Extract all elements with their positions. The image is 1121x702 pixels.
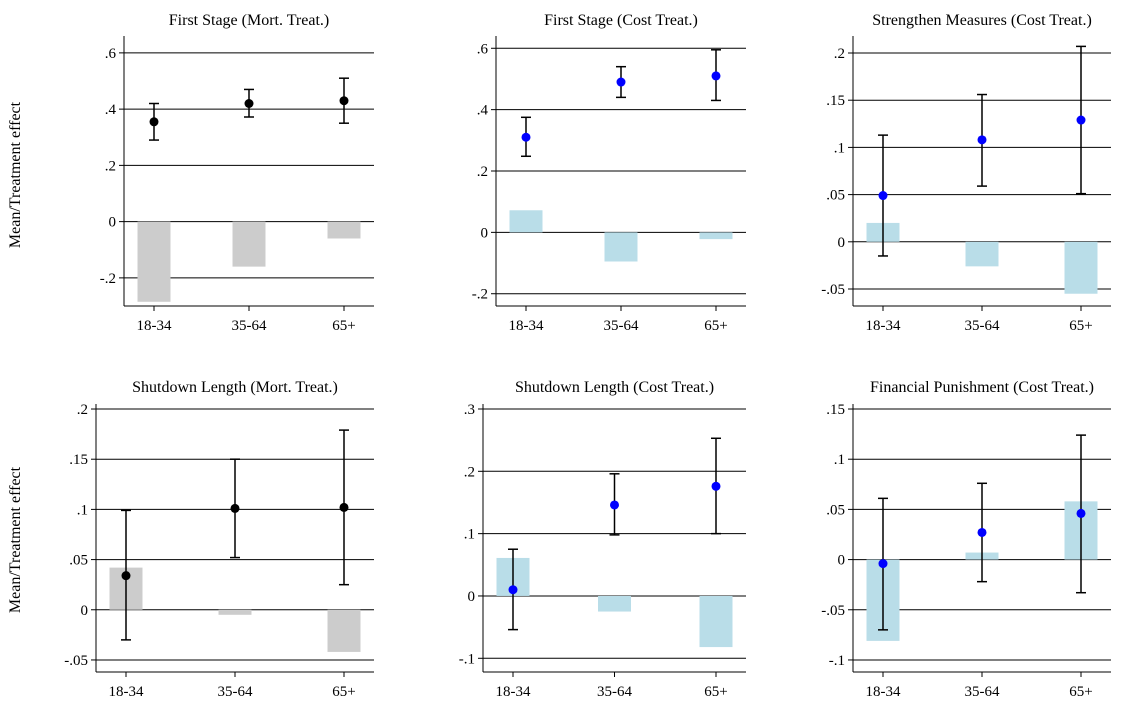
x-tick-label: 18-34 bbox=[866, 684, 901, 700]
y-tick-label: .6 bbox=[105, 46, 117, 62]
y-tick-label: -.1 bbox=[459, 651, 475, 667]
point-18-34 bbox=[521, 132, 531, 142]
y-tick-label: -.1 bbox=[829, 653, 845, 669]
panel-title: Shutdown Length (Cost Treat.) bbox=[515, 379, 714, 396]
x-tick-label: 65+ bbox=[704, 318, 727, 334]
panel-title: Strengthen Measures (Cost Treat.) bbox=[872, 12, 1092, 29]
panel-3: Strengthen Measures (Cost Treat.) -.05 0 .0… bbox=[821, 12, 1111, 334]
x-tick-label: 65+ bbox=[704, 684, 727, 700]
x-tick-label: 18-34 bbox=[496, 684, 531, 700]
y-tick-label: 0 bbox=[109, 215, 117, 231]
y-tick-label: -.2 bbox=[472, 287, 488, 303]
y-tick-label: .05 bbox=[826, 502, 845, 518]
panel-5: Shutdown Length (Cost Treat.) -.1 0 .1 .2 .3 1… bbox=[459, 379, 746, 700]
y-tick-label: .15 bbox=[69, 452, 88, 468]
y-tick-label: .2 bbox=[464, 464, 475, 480]
y-tick-label: .2 bbox=[105, 158, 116, 174]
bar-65+ bbox=[699, 595, 733, 648]
y-tick-label: .05 bbox=[826, 188, 845, 204]
x-tick-label: 35-64 bbox=[597, 684, 632, 700]
bar-35-64 bbox=[598, 595, 631, 612]
point-65+ bbox=[1076, 115, 1086, 125]
bar-65+ bbox=[699, 232, 733, 240]
point-35-64 bbox=[230, 503, 240, 513]
panel-1: First Stage (Mort. Treat.) -.2 0 .2 .4 .6 18-3… bbox=[100, 12, 374, 334]
point-35-64 bbox=[977, 135, 987, 145]
bar-35-64 bbox=[965, 241, 999, 267]
x-tick-label: 18-34 bbox=[109, 684, 144, 700]
point-18-34 bbox=[149, 117, 159, 127]
point-35-64 bbox=[244, 99, 254, 108]
y-tick-label: -.2 bbox=[100, 271, 116, 287]
y-tick-label: .2 bbox=[834, 46, 845, 62]
ylabel-bottom: Mean/Treatment effect bbox=[7, 466, 24, 613]
x-tick-label: 65+ bbox=[332, 684, 355, 700]
y-tick-label: 0 bbox=[481, 225, 489, 241]
y-tick-label: .1 bbox=[834, 452, 845, 468]
y-tick-label: 0 bbox=[468, 589, 476, 605]
point-65+ bbox=[339, 502, 349, 512]
point-18-34 bbox=[878, 559, 888, 569]
panels: First Stage (Mort. Treat.) -.2 0 .2 .4 .6 18-3… bbox=[64, 12, 1111, 700]
point-18-34 bbox=[121, 571, 131, 581]
x-tick-label: 18-34 bbox=[509, 318, 544, 334]
bar-65+ bbox=[327, 221, 361, 239]
x-tick-label: 35-64 bbox=[604, 318, 639, 334]
y-tick-label: .15 bbox=[826, 402, 845, 418]
y-tick-label: .2 bbox=[477, 164, 488, 180]
point-35-64 bbox=[977, 527, 987, 537]
y-tick-label: .4 bbox=[477, 103, 489, 119]
x-tick-label: 35-64 bbox=[965, 318, 1000, 334]
x-tick-label: 35-64 bbox=[218, 684, 253, 700]
y-tick-label: .15 bbox=[826, 93, 845, 109]
y-tick-label: .05 bbox=[69, 553, 88, 569]
bar-18-34 bbox=[509, 210, 543, 233]
point-65+ bbox=[1076, 508, 1086, 518]
x-tick-label: 18-34 bbox=[137, 318, 172, 334]
x-tick-label: 35-64 bbox=[965, 684, 1000, 700]
y-tick-label: .2 bbox=[77, 402, 88, 418]
x-tick-label: 65+ bbox=[1069, 318, 1092, 334]
panel-title: Financial Punishment (Cost Treat.) bbox=[870, 379, 1094, 396]
bar-65+ bbox=[1064, 241, 1098, 294]
point-65+ bbox=[339, 96, 349, 106]
point-35-64 bbox=[616, 77, 626, 87]
bar-35-64 bbox=[218, 609, 252, 615]
y-tick-label: 0 bbox=[838, 553, 846, 569]
ylabel-top: Mean/Treatment effect bbox=[7, 101, 24, 248]
y-tick-label: .1 bbox=[77, 502, 88, 518]
y-tick-label: -.05 bbox=[821, 282, 845, 298]
y-tick-label: 0 bbox=[81, 603, 89, 619]
y-tick-label: -.05 bbox=[64, 653, 88, 669]
panel-title: First Stage (Mort. Treat.) bbox=[169, 12, 329, 29]
point-65+ bbox=[711, 71, 721, 81]
x-tick-label: 65+ bbox=[1069, 684, 1092, 700]
panel-6: Financial Punishment (Cost Treat.) -.1 -.0… bbox=[821, 379, 1111, 700]
point-35-64 bbox=[610, 500, 619, 510]
x-tick-label: 18-34 bbox=[866, 318, 901, 334]
bar-35-64 bbox=[232, 221, 266, 267]
panel-title: First Stage (Cost Treat.) bbox=[544, 12, 698, 29]
panel-4: Shutdown Length (Mort. Treat.) -.05 0 .05 .1… bbox=[64, 379, 374, 700]
bar-65+ bbox=[327, 609, 361, 652]
point-65+ bbox=[711, 481, 721, 491]
x-tick-label: 35-64 bbox=[232, 318, 267, 334]
x-tick-label: 65+ bbox=[332, 318, 355, 334]
panel-2: First Stage (Cost Treat.) -.2 0 .2 .4 .6 18-34… bbox=[472, 12, 746, 334]
y-tick-label: .1 bbox=[464, 527, 475, 543]
bar-35-64 bbox=[604, 232, 638, 262]
y-tick-label: 0 bbox=[838, 235, 846, 251]
y-tick-label: .1 bbox=[834, 140, 845, 156]
point-18-34 bbox=[508, 585, 518, 595]
y-tick-label: .6 bbox=[477, 41, 489, 57]
y-tick-label: .4 bbox=[105, 102, 117, 118]
bar-18-34 bbox=[137, 221, 171, 302]
point-18-34 bbox=[878, 191, 888, 201]
y-tick-label: .3 bbox=[464, 402, 475, 418]
y-tick-label: -.05 bbox=[821, 603, 845, 619]
panel-title: Shutdown Length (Mort. Treat.) bbox=[132, 379, 338, 396]
